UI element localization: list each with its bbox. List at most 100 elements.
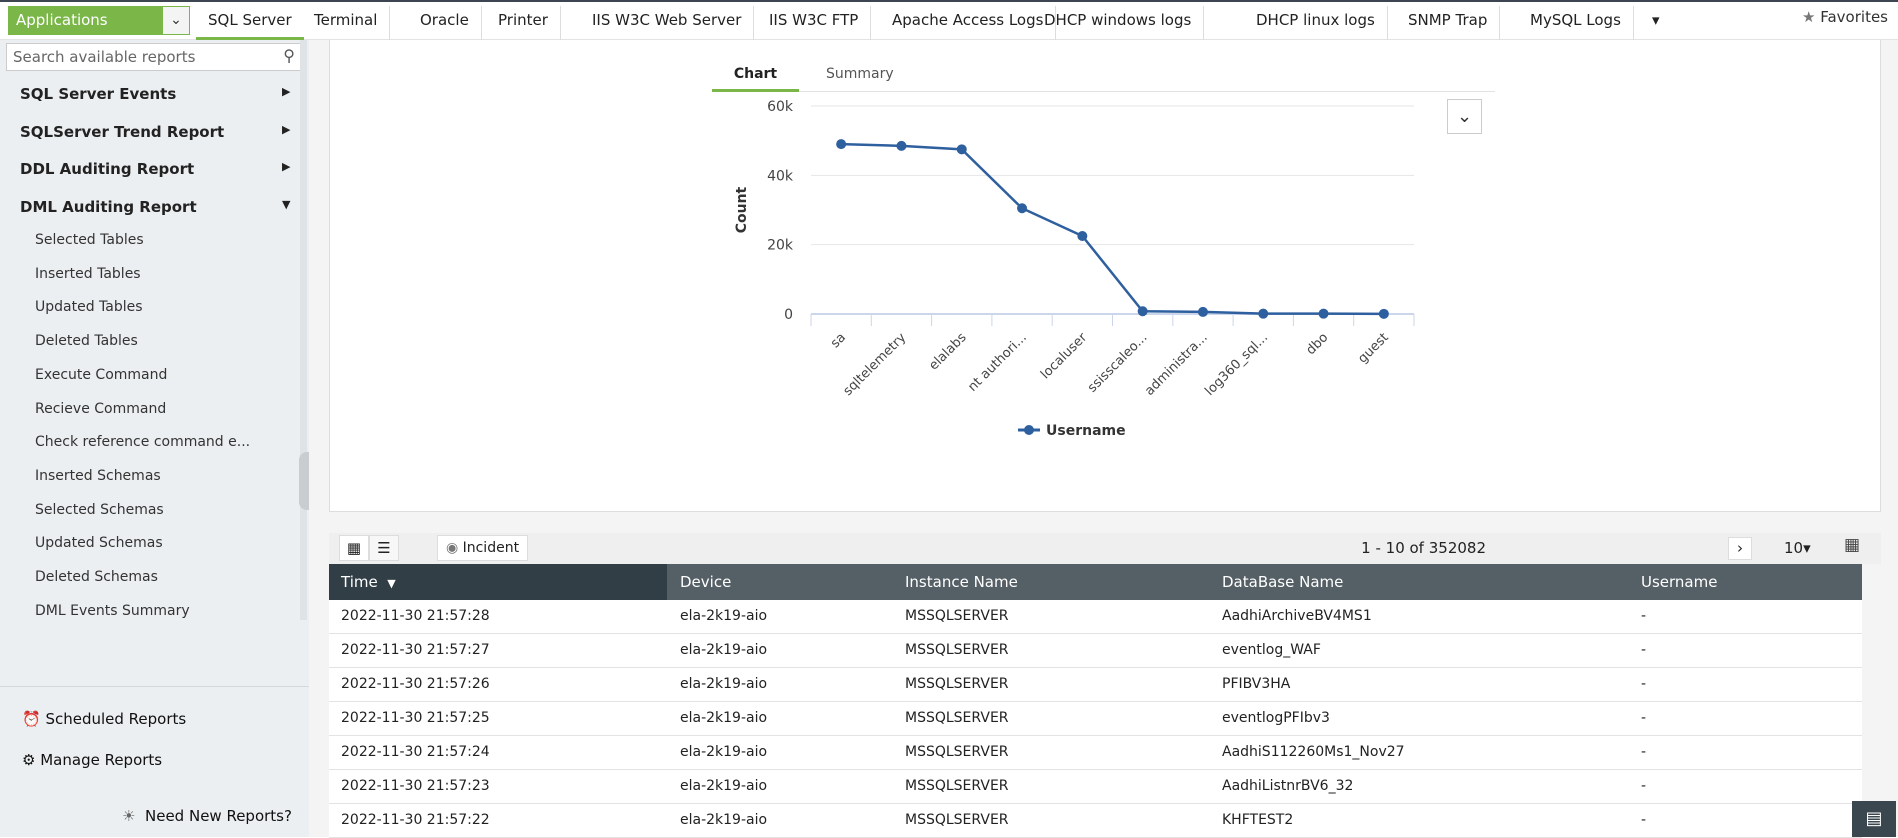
column-header-label: Instance Name	[905, 573, 1018, 591]
sidebar-group[interactable]: SQLServer Trend Report ▶	[20, 123, 290, 141]
lightbulb-icon: ☀	[122, 807, 136, 825]
nav-tab[interactable]: SNMP Trap	[1396, 6, 1501, 40]
table-cell: -	[1641, 778, 1647, 794]
caret-right-icon: ▶	[282, 122, 291, 136]
nav-tab[interactable]: MySQL Logs	[1518, 6, 1634, 40]
sidebar-item[interactable]: Selected Tables	[35, 232, 144, 248]
chat-button[interactable]: ▤	[1852, 801, 1896, 837]
table-row[interactable]: 2022-11-30 21:57:23 ela-2k19-aio MSSQLSERV…	[329, 770, 1862, 804]
add-column-icon[interactable]: ▦	[1844, 535, 1861, 555]
sidebar-item[interactable]: DML Events Summary	[35, 602, 190, 619]
alarm-clock-icon: ⏰	[22, 710, 41, 728]
sidebar-item[interactable]: Selected Schemas	[35, 501, 164, 518]
need-new-reports-link[interactable]: ☀ Need New Reports?	[122, 807, 292, 825]
sidebar-item[interactable]: Updated Tables	[35, 299, 143, 316]
data-point	[1197, 306, 1208, 317]
fingerprint-search-icon: ◉	[445, 540, 459, 556]
search-icon[interactable]: ⚲	[283, 46, 295, 65]
nav-tab[interactable]: Terminal	[302, 6, 391, 40]
manage-reports-link[interactable]: ⚙ Manage Reports	[22, 751, 162, 769]
star-icon: ★	[1802, 8, 1816, 26]
sidebar-item[interactable]: Check reference command e...	[35, 434, 251, 451]
sidebar-item[interactable]: Updated Schemas	[35, 535, 163, 552]
x-tick-label: dbo	[1303, 330, 1331, 358]
table-cell: ela-2k19-aio	[680, 744, 768, 760]
nav-tab[interactable]: DHCP windows logs	[1032, 6, 1205, 40]
column-header-label: DataBase Name	[1222, 573, 1344, 591]
search-placeholder: Search available reports	[13, 48, 196, 66]
table-cell: MSSQLSERVER	[905, 642, 1009, 658]
sidebar-item[interactable]: Deleted Schemas	[35, 569, 158, 585]
table-cell: ela-2k19-aio	[680, 778, 768, 794]
column-header[interactable]: Device	[680, 573, 731, 591]
sidebar-group[interactable]: DML Auditing Report ▼	[20, 197, 290, 216]
sidebar-item[interactable]: Execute Command	[35, 366, 168, 383]
column-header[interactable]: Time ▼	[341, 573, 396, 591]
table-cell: 2022-11-30 21:57:23	[341, 778, 490, 794]
sidebar-item[interactable]: Inserted Tables	[35, 265, 141, 282]
table-row[interactable]: 2022-11-30 21:57:25 ela-2k19-aio MSSQLSERV…	[329, 702, 1862, 736]
page-size-select[interactable]: 10▾	[1784, 533, 1811, 564]
sidebar-item[interactable]: Inserted Schemas	[35, 467, 161, 484]
search-input[interactable]: Search available reports ⚲	[6, 43, 302, 71]
column-header-label: Time	[341, 573, 378, 591]
column-header[interactable]: DataBase Name	[1222, 573, 1343, 591]
top-line	[0, 0, 1898, 2]
chart-tabs: Chart Summary	[712, 60, 1495, 92]
favorites-button[interactable]: ★ Favorites	[1802, 8, 1888, 26]
top-navigation: Applications ⌄ SQL Server Terminal Oracle Pr…	[0, 0, 1898, 40]
tab-summary[interactable]: Summary	[826, 66, 894, 82]
caret-right-icon: ▶	[282, 160, 291, 173]
list-view-button[interactable]: ☰	[369, 535, 399, 561]
data-point	[836, 139, 847, 150]
sidebar-collapse-handle[interactable]	[299, 452, 309, 510]
divider	[0, 686, 309, 687]
table-cell: PFIBV3HA	[1222, 676, 1291, 692]
nav-tab[interactable]: Printer	[486, 6, 561, 40]
sidebar-group[interactable]: SQL Server Events ▶	[20, 85, 290, 103]
table-cell: 2022-11-30 21:57:25	[341, 710, 490, 726]
x-tick-label: sa	[828, 330, 849, 351]
table-cell: MSSQLSERVER	[905, 812, 1009, 828]
table-toolbar: ▦ ☰ ◉ Incident 1 - 10 of 352082 › 10▾ ▦	[329, 533, 1881, 564]
chart-options-dropdown[interactable]: ⌄	[1447, 99, 1482, 134]
nav-tab[interactable]: IIS W3C Web Server	[580, 6, 755, 40]
table-cell: MSSQLSERVER	[905, 710, 1009, 726]
table-row[interactable]: 2022-11-30 21:57:26 ela-2k19-aio MSSQLSERV…	[329, 668, 1862, 702]
nav-tab[interactable]: SQL Server	[196, 6, 304, 40]
table-cell: MSSQLSERVER	[905, 676, 1009, 692]
sidebar-item[interactable]: Deleted Tables	[35, 333, 138, 350]
nav-tab[interactable]: Apache Access Logs	[880, 6, 1057, 40]
table-row[interactable]: 2022-11-30 21:57:27 ela-2k19-aio MSSQLSERV…	[329, 634, 1862, 668]
chevron-down-icon[interactable]: ⌄	[162, 6, 190, 35]
list-icon: ☰	[377, 539, 391, 557]
sidebar-group[interactable]: DDL Auditing Report ▶	[20, 160, 290, 178]
next-page-button[interactable]: ›	[1728, 537, 1752, 560]
tab-chart[interactable]: Chart	[712, 66, 799, 92]
need-new-reports-label: Need New Reports?	[145, 807, 292, 825]
column-header[interactable]: Username	[1641, 573, 1717, 591]
table-cell: 2022-11-30 21:57:22	[341, 812, 490, 828]
table-cell: -	[1641, 642, 1647, 658]
table-cell: 2022-11-30 21:57:27	[341, 642, 490, 658]
y-tick-label: 40k	[767, 168, 794, 184]
scheduled-reports-link[interactable]: ⏰ Scheduled Reports	[22, 710, 186, 728]
nav-tab[interactable]: IIS W3C FTP	[757, 6, 872, 40]
grid-view-button[interactable]: ▦	[339, 535, 369, 561]
sidebar-group-label: DML Auditing Report	[20, 197, 197, 216]
incident-button[interactable]: ◉ Incident	[437, 535, 528, 561]
nav-tab[interactable]: Oracle	[408, 6, 482, 40]
column-header[interactable]: Instance Name	[905, 573, 1018, 591]
table-row[interactable]: 2022-11-30 21:57:24 ela-2k19-aio MSSQLSERV…	[329, 736, 1862, 770]
nav-tab[interactable]: DHCP linux logs	[1244, 6, 1388, 40]
applications-selector[interactable]: Applications ⌄	[8, 6, 190, 35]
data-point	[1077, 231, 1088, 241]
table-cell: AadhiArchiveBV4MS1	[1222, 608, 1372, 624]
sidebar-scrollbar[interactable]	[300, 40, 307, 620]
table-cell: ela-2k19-aio	[680, 642, 768, 658]
more-tabs-icon[interactable]: ▾	[1652, 11, 1660, 29]
table-row[interactable]: 2022-11-30 21:57:28 ela-2k19-aio MSSQLSERV…	[329, 600, 1862, 634]
table-row[interactable]: 2022-11-30 21:57:22 ela-2k19-aio MSSQLSERV…	[329, 804, 1862, 838]
sidebar-item[interactable]: Recieve Command	[35, 400, 167, 417]
applications-label: Applications	[16, 11, 108, 29]
